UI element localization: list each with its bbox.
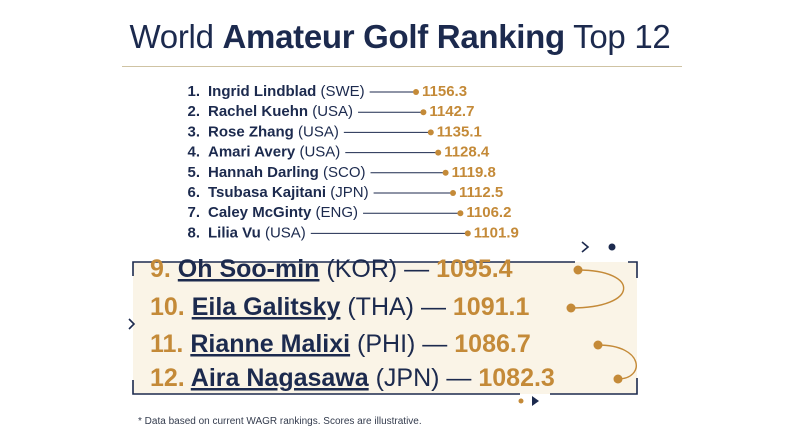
highlight-row-label: 9. Oh Soo-min (KOR) — 1095.4 bbox=[150, 255, 513, 283]
score-dot bbox=[450, 190, 456, 196]
score-dot bbox=[464, 230, 471, 237]
rank-label: 8. bbox=[187, 224, 200, 241]
connector-curve bbox=[597, 344, 637, 380]
score-label: 1101.9 bbox=[474, 224, 519, 241]
score-dot bbox=[427, 129, 434, 136]
rank-label: 7. bbox=[187, 204, 200, 221]
title-bold: Amateur Golf Ranking bbox=[222, 18, 566, 55]
score-label: 1112.5 bbox=[459, 184, 503, 201]
chevron-right-icon bbox=[128, 318, 136, 330]
title-suffix: Top 12 bbox=[564, 18, 671, 55]
panel-corner-top-right bbox=[628, 261, 638, 278]
chevron-right-icon bbox=[581, 241, 590, 253]
player-label: Caley McGinty (ENG) bbox=[208, 204, 358, 221]
rank-label: 4. bbox=[187, 144, 200, 161]
highlight-row-label: 10. Eila Galitsky (THA) — 1091.1 bbox=[150, 293, 529, 321]
highlight-panel bbox=[128, 241, 638, 406]
player-label: Amari Avery (USA) bbox=[208, 144, 340, 161]
title-prefix: World bbox=[129, 18, 223, 55]
score-dot bbox=[457, 210, 464, 217]
score-label: 1119.8 bbox=[452, 164, 496, 181]
score-label: 1106.2 bbox=[466, 204, 511, 221]
player-label: Hannah Darling (SCO) bbox=[208, 164, 366, 181]
score-label: 1135.1 bbox=[437, 123, 482, 140]
score-label: 1128.4 bbox=[444, 144, 490, 161]
panel-corner-bottom-left bbox=[132, 380, 520, 395]
score-dot bbox=[420, 109, 427, 116]
rank-label: 2. bbox=[187, 103, 200, 120]
panel-bottom-dot bbox=[518, 398, 524, 404]
connector-curve bbox=[570, 269, 625, 309]
player-label: Rachel Kuehn (USA) bbox=[208, 103, 353, 120]
play-arrow-icon bbox=[532, 396, 539, 406]
score-dot bbox=[442, 169, 449, 176]
rank-label: 5. bbox=[187, 164, 200, 181]
ranking-rows: 1. Ingrid Lindblad (SWE) 1156.3 2. Rachel Ku… bbox=[150, 83, 637, 392]
panel-corner-bottom-right bbox=[550, 378, 638, 395]
player-label: Ingrid Lindblad (SWE) bbox=[208, 83, 365, 100]
rank-label: 6. bbox=[187, 184, 200, 201]
player-label: Tsubasa Kajitani (JPN) bbox=[208, 184, 369, 201]
title-divider bbox=[122, 66, 682, 67]
rank-label: 3. bbox=[187, 123, 200, 140]
highlight-row-label: 12. Aira Nagasawa (JPN) — 1082.3 bbox=[150, 364, 555, 392]
score-dot bbox=[435, 149, 442, 156]
player-label: Rose Zhang (USA) bbox=[208, 123, 339, 140]
highlight-row-label: 11. Rianne Malixi (PHI) — 1086.7 bbox=[150, 330, 531, 358]
footnote: * Data based on current WAGR rankings. S… bbox=[138, 416, 422, 427]
score-label: 1142.7 bbox=[429, 103, 474, 120]
panel-top-dot bbox=[608, 243, 616, 251]
player-label: Lilia Vu (USA) bbox=[208, 224, 306, 241]
panel-fill bbox=[133, 262, 637, 394]
chart-title: World Amateur Golf Ranking Top 12 bbox=[0, 18, 800, 56]
panel-corner-top-left bbox=[132, 261, 575, 276]
score-label: 1156.3 bbox=[422, 83, 467, 100]
score-dot bbox=[413, 89, 419, 95]
rank-label: 1. bbox=[187, 83, 200, 100]
